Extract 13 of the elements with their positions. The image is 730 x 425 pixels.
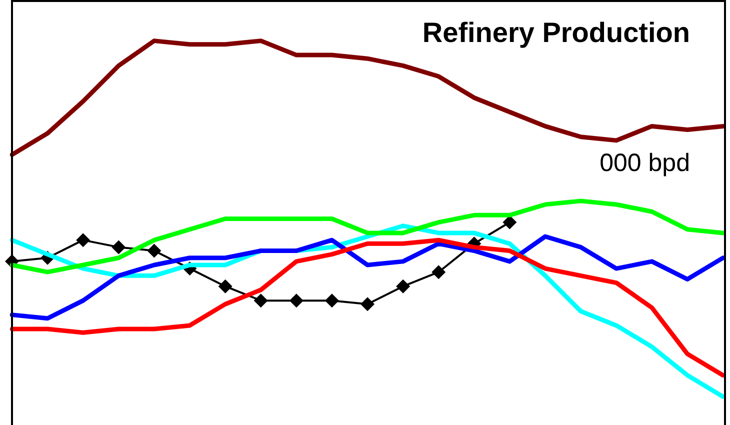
point (324, 294, 339, 308)
point (254, 294, 268, 308)
point (147, 244, 162, 258)
point (360, 297, 374, 312)
point (112, 240, 126, 254)
chart-title: Refinery Production (422, 17, 690, 50)
point (432, 265, 446, 280)
point (76, 233, 90, 248)
point (396, 279, 410, 294)
point (218, 279, 232, 294)
point (289, 294, 304, 308)
point (502, 215, 517, 230)
annotation: 000 bpd (600, 149, 690, 178)
